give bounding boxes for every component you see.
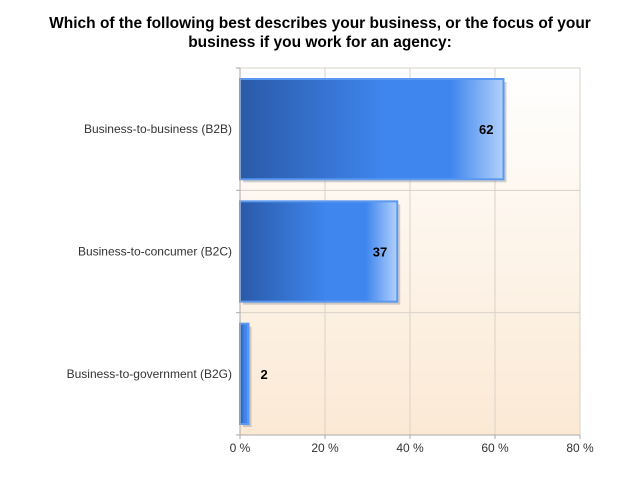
category-labels: Business-to-business (B2B) Business-to-co… — [67, 122, 232, 381]
x-tick-label: 60 % — [481, 441, 509, 455]
chart-title-line-2: business if you work for an agency: — [188, 34, 452, 51]
axes — [236, 67, 581, 439]
data-label: 37 — [373, 245, 387, 260]
bar — [239, 78, 505, 181]
data-label: 2 — [261, 367, 268, 382]
category-label: Business-to-concumer (B2C) — [78, 245, 232, 259]
x-tick-label: 80 % — [566, 441, 594, 455]
category-label: Business-to-government (B2G) — [67, 367, 232, 381]
bars — [239, 78, 507, 427]
chart-title-line-1: Which of the following best describes yo… — [49, 15, 591, 32]
data-label: 62 — [479, 122, 493, 137]
category-label: Business-to-business (B2B) — [84, 122, 232, 136]
bar — [239, 322, 250, 425]
bar — [239, 200, 399, 303]
x-tick-label: 20 % — [311, 441, 339, 455]
x-tick-label: 0 % — [230, 441, 251, 455]
x-tick-labels: 0 % 20 % 40 % 60 % 80 % — [230, 441, 594, 455]
chart-title: Which of the following best describes yo… — [20, 14, 620, 52]
x-tick-label: 40 % — [396, 441, 424, 455]
data-labels: 62 37 2 — [261, 122, 494, 382]
